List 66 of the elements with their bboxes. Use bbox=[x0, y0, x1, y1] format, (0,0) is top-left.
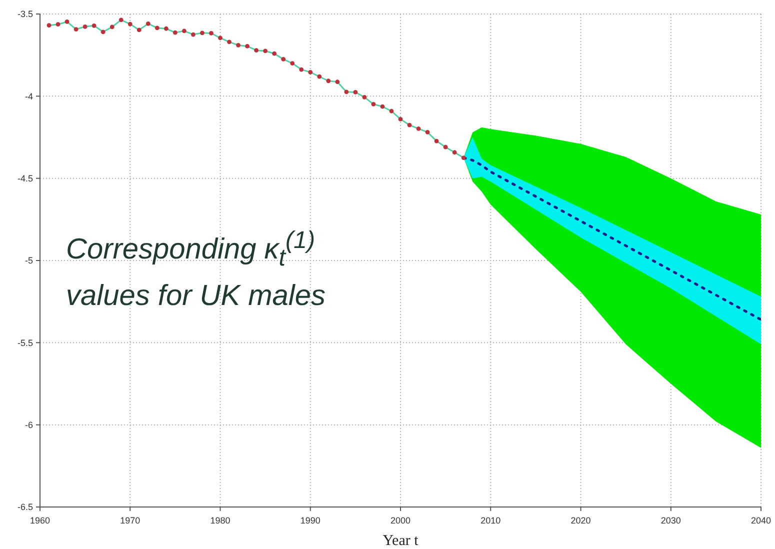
point bbox=[434, 138, 439, 144]
point bbox=[371, 102, 376, 106]
point bbox=[398, 116, 403, 122]
point bbox=[128, 22, 132, 26]
x-tick-label: 2020 bbox=[570, 515, 591, 526]
point bbox=[335, 80, 340, 84]
y-tick-label: -4.5 bbox=[17, 174, 33, 184]
point bbox=[452, 150, 457, 155]
point bbox=[154, 26, 160, 30]
point bbox=[272, 51, 277, 56]
y-tick-label: -5.5 bbox=[17, 338, 33, 348]
point bbox=[92, 23, 96, 28]
y-tick-label: -4 bbox=[24, 91, 33, 102]
y-tick-label: -5 bbox=[24, 256, 33, 266]
point bbox=[245, 44, 250, 48]
point bbox=[263, 48, 268, 54]
point bbox=[362, 94, 367, 100]
point bbox=[389, 108, 394, 114]
y-tick-label: -6.5 bbox=[17, 502, 33, 512]
x-tick-label: 2010 bbox=[480, 515, 501, 526]
point bbox=[326, 78, 331, 84]
point bbox=[74, 27, 78, 32]
x-tick-label: 1980 bbox=[210, 515, 230, 526]
point bbox=[227, 40, 232, 44]
point bbox=[236, 43, 240, 48]
x-tick-label: 2030 bbox=[660, 515, 681, 526]
point bbox=[443, 144, 448, 150]
point bbox=[344, 90, 349, 94]
point bbox=[191, 32, 196, 37]
x-tick-label: 2040 bbox=[750, 515, 772, 526]
point bbox=[299, 67, 304, 72]
point bbox=[407, 122, 412, 128]
point bbox=[110, 24, 114, 30]
point bbox=[461, 156, 466, 160]
point bbox=[416, 126, 421, 131]
point bbox=[308, 70, 313, 74]
point bbox=[172, 30, 178, 35]
x-tick-label: 1960 bbox=[30, 515, 50, 526]
point bbox=[56, 22, 60, 27]
x-axis-title: Year t bbox=[382, 533, 420, 549]
point bbox=[64, 20, 70, 24]
x-tick-label: 1970 bbox=[120, 515, 140, 526]
line-series bbox=[462, 156, 761, 321]
point bbox=[82, 24, 88, 29]
point bbox=[209, 31, 214, 36]
x-tick-label: 1990 bbox=[300, 515, 320, 526]
point bbox=[164, 26, 168, 31]
point bbox=[218, 36, 222, 40]
point bbox=[200, 30, 204, 36]
point bbox=[254, 48, 258, 53]
point bbox=[118, 18, 124, 22]
point bbox=[425, 130, 430, 134]
point bbox=[317, 74, 322, 79]
point bbox=[380, 104, 385, 109]
point bbox=[46, 23, 52, 28]
x-tick-label: 2000 bbox=[390, 515, 411, 526]
point bbox=[100, 30, 106, 34]
point bbox=[353, 90, 358, 94]
point bbox=[182, 28, 186, 34]
point bbox=[290, 61, 295, 66]
y-tick-label: -3.5 bbox=[17, 9, 33, 20]
y-tick-label: -6 bbox=[24, 420, 33, 430]
point bbox=[136, 28, 142, 32]
point bbox=[281, 56, 286, 62]
line-series bbox=[48, 19, 464, 159]
point bbox=[146, 21, 150, 26]
